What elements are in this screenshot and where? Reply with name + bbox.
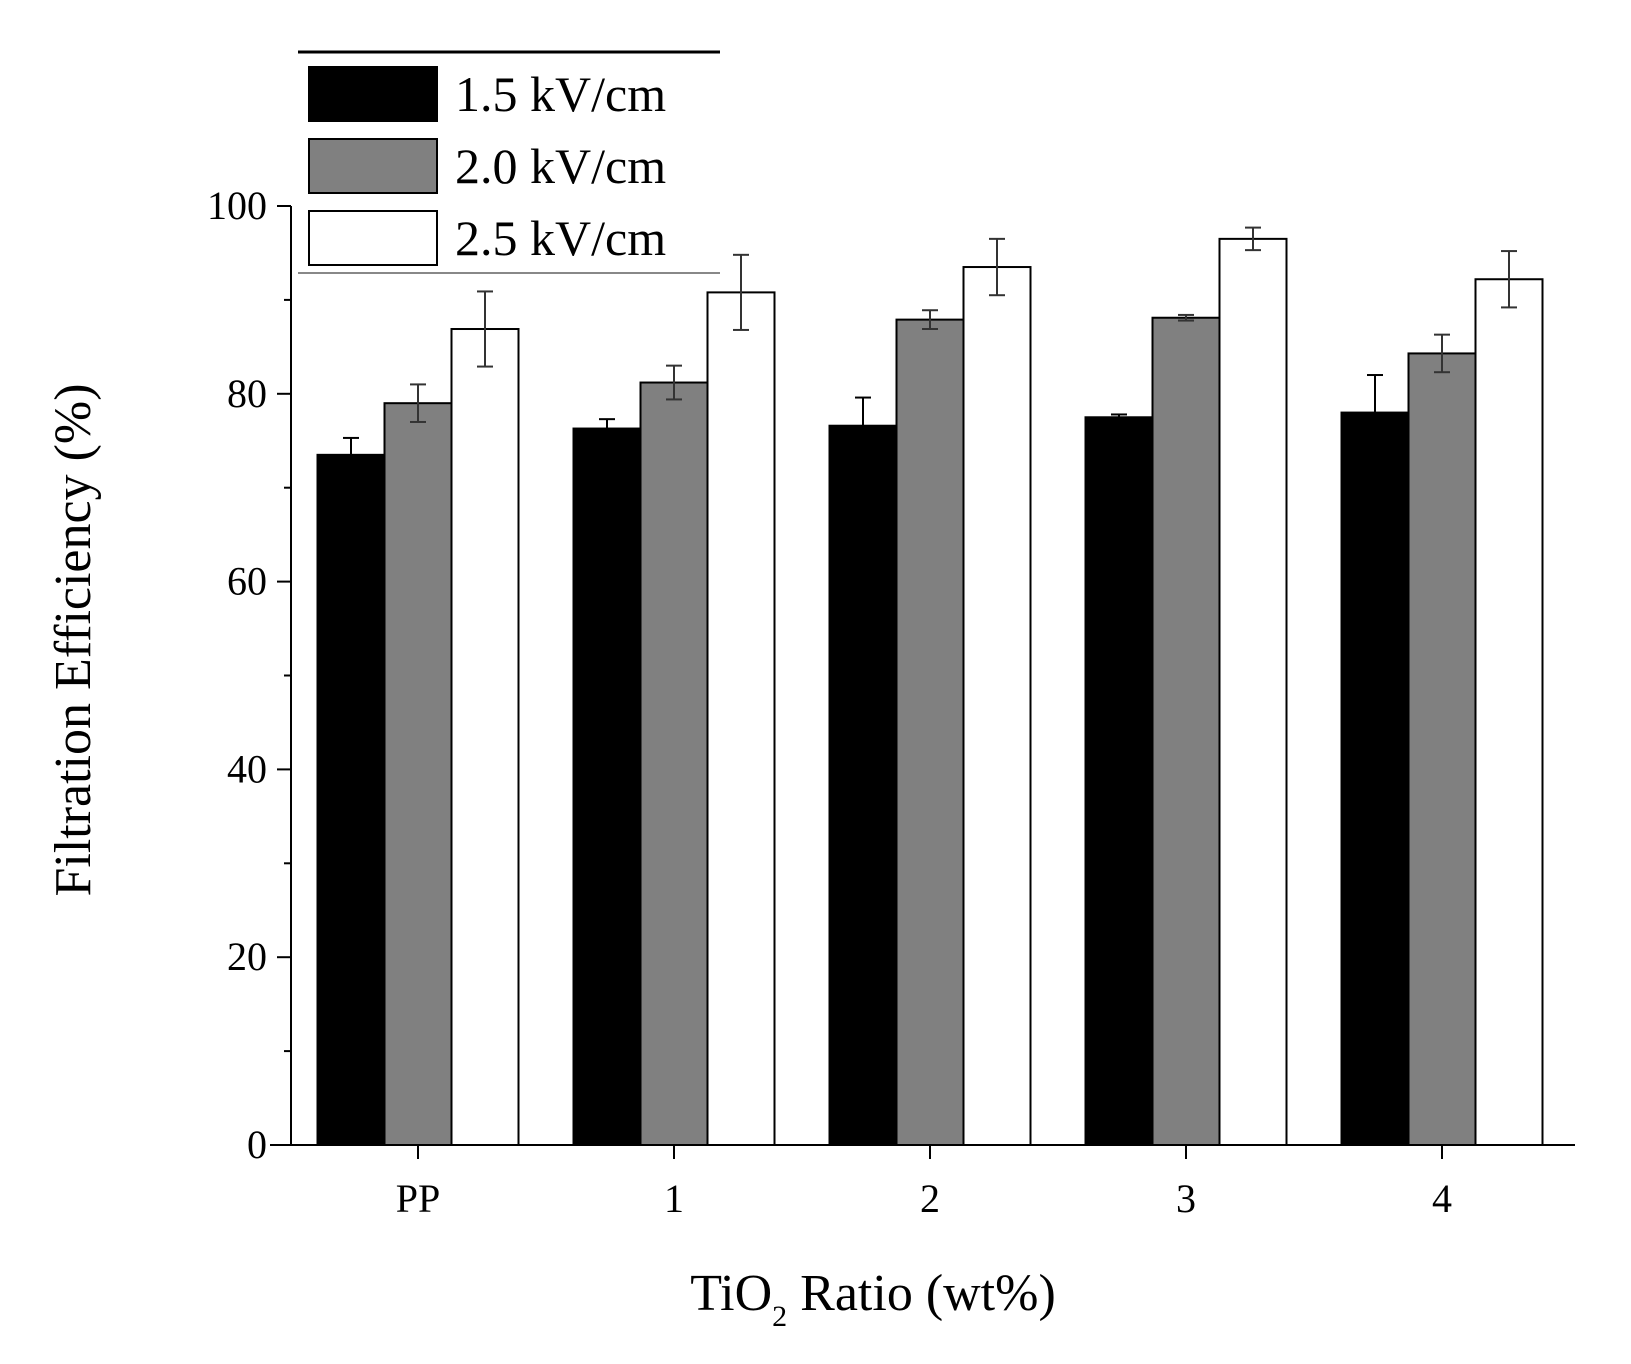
x-axis-title-main: TiO xyxy=(690,1265,772,1322)
x-axis-title-subscript: 2 xyxy=(772,1300,787,1333)
bar-pp-series-2 xyxy=(383,402,453,1146)
y-axis-title: Filtration Efficiency (%) xyxy=(45,383,102,896)
bar-1-series-3 xyxy=(706,291,776,1146)
x-ticks-group: PP 1 2 3 4 xyxy=(396,1145,1452,1221)
legend-swatch-series-1 xyxy=(308,66,438,122)
y-tick-label-80: 80 xyxy=(227,371,267,416)
y-tick-label-100: 100 xyxy=(207,183,267,228)
x-axis-title: TiO2 Ratio (wt%) xyxy=(690,1265,1056,1333)
y-tick-label-0: 0 xyxy=(247,1122,267,1167)
y-tick-label-60: 60 xyxy=(227,559,267,604)
x-tick-label-2: 2 xyxy=(920,1176,940,1221)
bar-4-series-2 xyxy=(1407,352,1477,1147)
x-tick-label-4: 4 xyxy=(1432,1176,1452,1221)
legend-label-series-2: 2.0 kV/cm xyxy=(455,138,666,194)
x-tick-label-1: 1 xyxy=(664,1176,684,1221)
legend-swatch-series-2 xyxy=(308,138,438,194)
y-ticks-group: 0 20 40 60 80 100 xyxy=(207,183,291,1167)
bar-3-series-2 xyxy=(1151,316,1221,1146)
bar-3-series-1 xyxy=(1084,416,1154,1146)
bar-4-series-3 xyxy=(1474,278,1544,1146)
bar-1-series-2 xyxy=(639,381,709,1147)
bar-2-series-1 xyxy=(828,424,898,1146)
bars-group xyxy=(316,237,1544,1147)
legend-label-series-1: 1.5 kV/cm xyxy=(455,66,666,122)
legend-label-series-3: 2.5 kV/cm xyxy=(455,210,666,266)
bar-pp-series-1 xyxy=(316,453,386,1146)
bar-3-series-3 xyxy=(1218,237,1288,1147)
error-bars-group xyxy=(343,226,1517,473)
bar-2-series-3 xyxy=(962,266,1032,1147)
legend-swatch-series-3 xyxy=(308,210,438,266)
x-axis-title-rest: Ratio (wt%) xyxy=(787,1265,1056,1322)
legend: 1.5 kV/cm 2.0 kV/cm 2.5 kV/cm xyxy=(298,50,720,274)
x-tick-label-3: 3 xyxy=(1176,1176,1196,1221)
y-tick-label-20: 20 xyxy=(227,934,267,979)
bar-4-series-1 xyxy=(1340,411,1410,1146)
x-tick-label-pp: PP xyxy=(396,1176,441,1221)
bar-pp-series-3 xyxy=(450,328,520,1147)
bar-1-series-1 xyxy=(572,427,642,1146)
bar-2-series-2 xyxy=(895,318,965,1146)
y-tick-label-40: 40 xyxy=(227,746,267,791)
